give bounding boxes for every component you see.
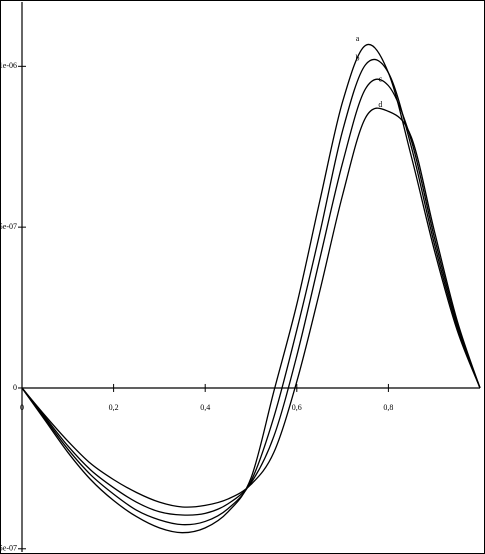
series-line xyxy=(21,58,481,526)
y-tick-label: 0 xyxy=(13,383,17,392)
x-tick-label: 0,4 xyxy=(200,403,210,412)
y-tick-label: 5e-07 xyxy=(0,222,17,231)
x-tick-label: 0,6 xyxy=(292,403,302,412)
series-label: a xyxy=(356,34,360,43)
series-label: d xyxy=(378,100,382,109)
series-line xyxy=(21,78,481,516)
y-tick-label: 1e-06 xyxy=(0,61,17,70)
series-label: c xyxy=(379,74,383,83)
series-line xyxy=(21,107,481,508)
x-tick-label: 0 xyxy=(20,403,24,412)
y-tick-label: -5e-07 xyxy=(0,544,17,553)
series-line xyxy=(21,43,481,534)
x-tick-label: 0,8 xyxy=(383,403,393,412)
series-label: b xyxy=(356,54,360,63)
x-tick-label: 0,2 xyxy=(109,403,119,412)
